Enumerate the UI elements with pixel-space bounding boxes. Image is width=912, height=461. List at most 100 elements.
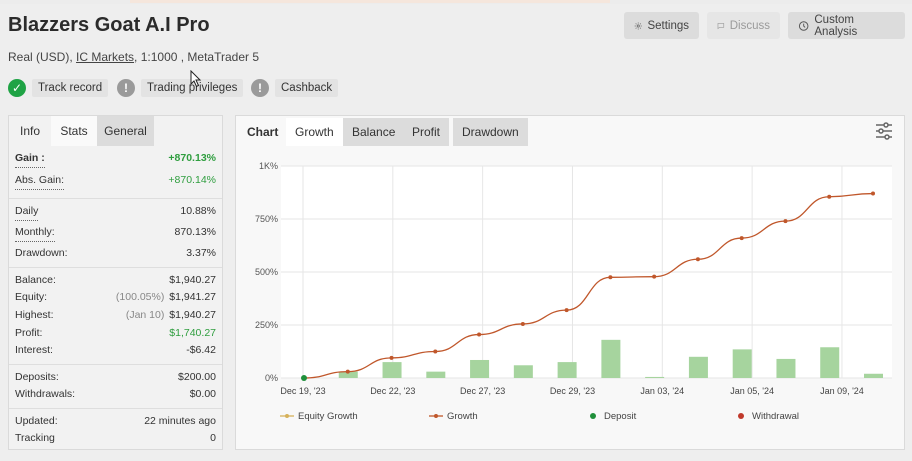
deposit-marker	[301, 375, 307, 381]
y-tick-label: 500%	[255, 267, 278, 277]
stat-balance-label: Balance:	[15, 274, 56, 286]
daily-bar	[470, 359, 490, 378]
settings-button[interactable]: Settings	[624, 12, 699, 39]
stat-withdrawals-label: Withdrawals:	[15, 388, 76, 400]
track-record-badge[interactable]: ✓ Track record	[8, 77, 109, 98]
discuss-button[interactable]: Discuss	[707, 12, 780, 39]
stat-deposits-value: $200.00	[178, 371, 216, 383]
tab-growth[interactable]: Growth	[286, 118, 343, 146]
stat-profit-value: $1,740.27	[169, 327, 216, 339]
daily-bar	[557, 362, 577, 378]
growth-point	[783, 219, 788, 224]
clock-icon	[798, 20, 809, 31]
custom-analysis-button[interactable]: Custom Analysis	[788, 12, 905, 39]
stat-abs-gain: Abs. Gain: +870.14%	[15, 174, 216, 190]
account-subtitle: Real (USD), IC Markets, 1:1000 , MetaTra…	[8, 50, 259, 64]
daily-bar	[338, 371, 358, 378]
y-tick-label: 0%	[265, 373, 278, 383]
daily-bar	[820, 347, 840, 378]
daily-bar	[513, 365, 533, 378]
growth-point	[477, 332, 482, 337]
tab-stats[interactable]: Stats	[51, 116, 97, 146]
tab-drawdown[interactable]: Drawdown	[453, 118, 528, 146]
stat-gain-value: +870.13%	[168, 152, 216, 164]
legend-swatch-dot	[434, 414, 438, 418]
warning-circle-icon: !	[117, 78, 135, 97]
tab-general[interactable]: General	[97, 116, 154, 146]
stat-equity-value: $1,941.27	[169, 291, 216, 303]
stat-tracking: Tracking 0	[15, 432, 216, 448]
x-tick-label: Jan 09, '24	[820, 386, 864, 396]
stat-drawdown-label: Drawdown:	[15, 247, 68, 259]
stat-updated: Updated: 22 minutes ago	[15, 415, 216, 431]
stat-equity: Equity: (100.05%) $1,941.27	[15, 291, 216, 307]
tab-balance[interactable]: Balance	[343, 118, 405, 146]
stat-monthly-value: 870.13%	[174, 226, 216, 238]
stat-daily-label[interactable]: Daily	[15, 205, 39, 221]
stat-drawdown: Drawdown: 3.37%	[15, 247, 216, 263]
chat-icon	[717, 22, 725, 29]
stat-equity-value-group: (100.05%) $1,941.27	[116, 291, 216, 307]
stat-withdrawals: Withdrawals: $0.00	[15, 388, 216, 404]
stat-interest: Interest: -$6.42	[15, 344, 216, 360]
legend-swatch-dot	[590, 413, 596, 419]
warning-circle-icon: !	[251, 78, 269, 97]
page-title: Blazzers Goat A.I Pro	[8, 14, 210, 36]
tab-chart[interactable]: Chart	[247, 125, 279, 139]
stat-profit-label: Profit:	[15, 327, 43, 339]
stat-updated-value: 22 minutes ago	[144, 415, 216, 427]
stat-abs-gain-label[interactable]: Abs. Gain:	[15, 174, 65, 190]
stat-equity-note: (100.05%)	[115, 291, 165, 303]
chart-panel: Chart Growth Balance Profit Drawdown 0% 2…	[235, 115, 905, 450]
growth-chart-svg: 0% 250% 500% 750% 1K% Dec 19, '23 Dec 22, '23 D…	[255, 161, 892, 422]
stat-interest-label: Interest:	[15, 344, 53, 356]
growth-point	[871, 191, 875, 196]
stat-profit: Profit: $1,740.27	[15, 327, 216, 343]
growth-point	[739, 236, 744, 241]
legend-swatch-dot	[285, 414, 289, 418]
tab-info[interactable]: Info	[9, 116, 51, 146]
tab-profit[interactable]: Profit	[403, 118, 450, 146]
stat-tracking-label: Tracking	[15, 432, 55, 444]
daily-bar	[601, 339, 621, 378]
x-tick-label: Dec 27, '23	[460, 386, 505, 396]
stat-balance-value: $1,940.27	[169, 274, 216, 286]
gear-icon	[634, 21, 642, 30]
stat-gain-label[interactable]: Gain :	[15, 152, 45, 168]
stat-deposits-label: Deposits:	[15, 371, 59, 383]
broker-link[interactable]: IC Markets	[76, 50, 135, 64]
growth-point	[520, 321, 525, 326]
daily-bar	[426, 371, 446, 378]
stat-monthly: Monthly: 870.13%	[15, 226, 216, 242]
x-tick-label: Dec 22, '23	[370, 386, 415, 396]
divider	[9, 198, 222, 199]
stat-tracking-value: 0	[210, 432, 216, 444]
x-tick-label: Jan 05, '24	[730, 386, 774, 396]
stat-daily: Daily 10.88%	[15, 205, 216, 221]
sliders-icon[interactable]	[874, 122, 894, 140]
growth-point	[389, 355, 394, 360]
trading-privileges-badge[interactable]: ! Trading privileges	[117, 77, 244, 98]
growth-point	[695, 257, 700, 262]
stat-highest: Highest: (Jan 10) $1,940.27	[15, 309, 216, 325]
divider	[9, 267, 222, 268]
y-tick-label: 250%	[255, 320, 278, 330]
cashback-label: Cashback	[275, 78, 339, 97]
stat-drawdown-value: 3.37%	[186, 247, 216, 259]
legend-label: Deposit	[604, 411, 637, 422]
account-type: Real (USD),	[8, 50, 73, 64]
daily-bar	[776, 358, 796, 378]
x-tick-label: Dec 19, '23	[280, 386, 325, 396]
cashback-badge[interactable]: ! Cashback	[251, 77, 339, 98]
stat-highest-label: Highest:	[15, 309, 54, 321]
x-tick-label: Jan 03, '24	[640, 386, 684, 396]
growth-point	[652, 274, 657, 279]
stat-highest-note: (Jan 10)	[125, 309, 165, 321]
mouse-cursor-icon	[190, 70, 202, 88]
check-circle-icon: ✓	[8, 78, 26, 97]
daily-bar	[688, 356, 708, 378]
growth-point	[433, 349, 438, 354]
legend-swatch-dot	[738, 413, 744, 419]
stat-monthly-label[interactable]: Monthly:	[15, 226, 55, 242]
stat-abs-gain-value: +870.14%	[168, 174, 216, 186]
